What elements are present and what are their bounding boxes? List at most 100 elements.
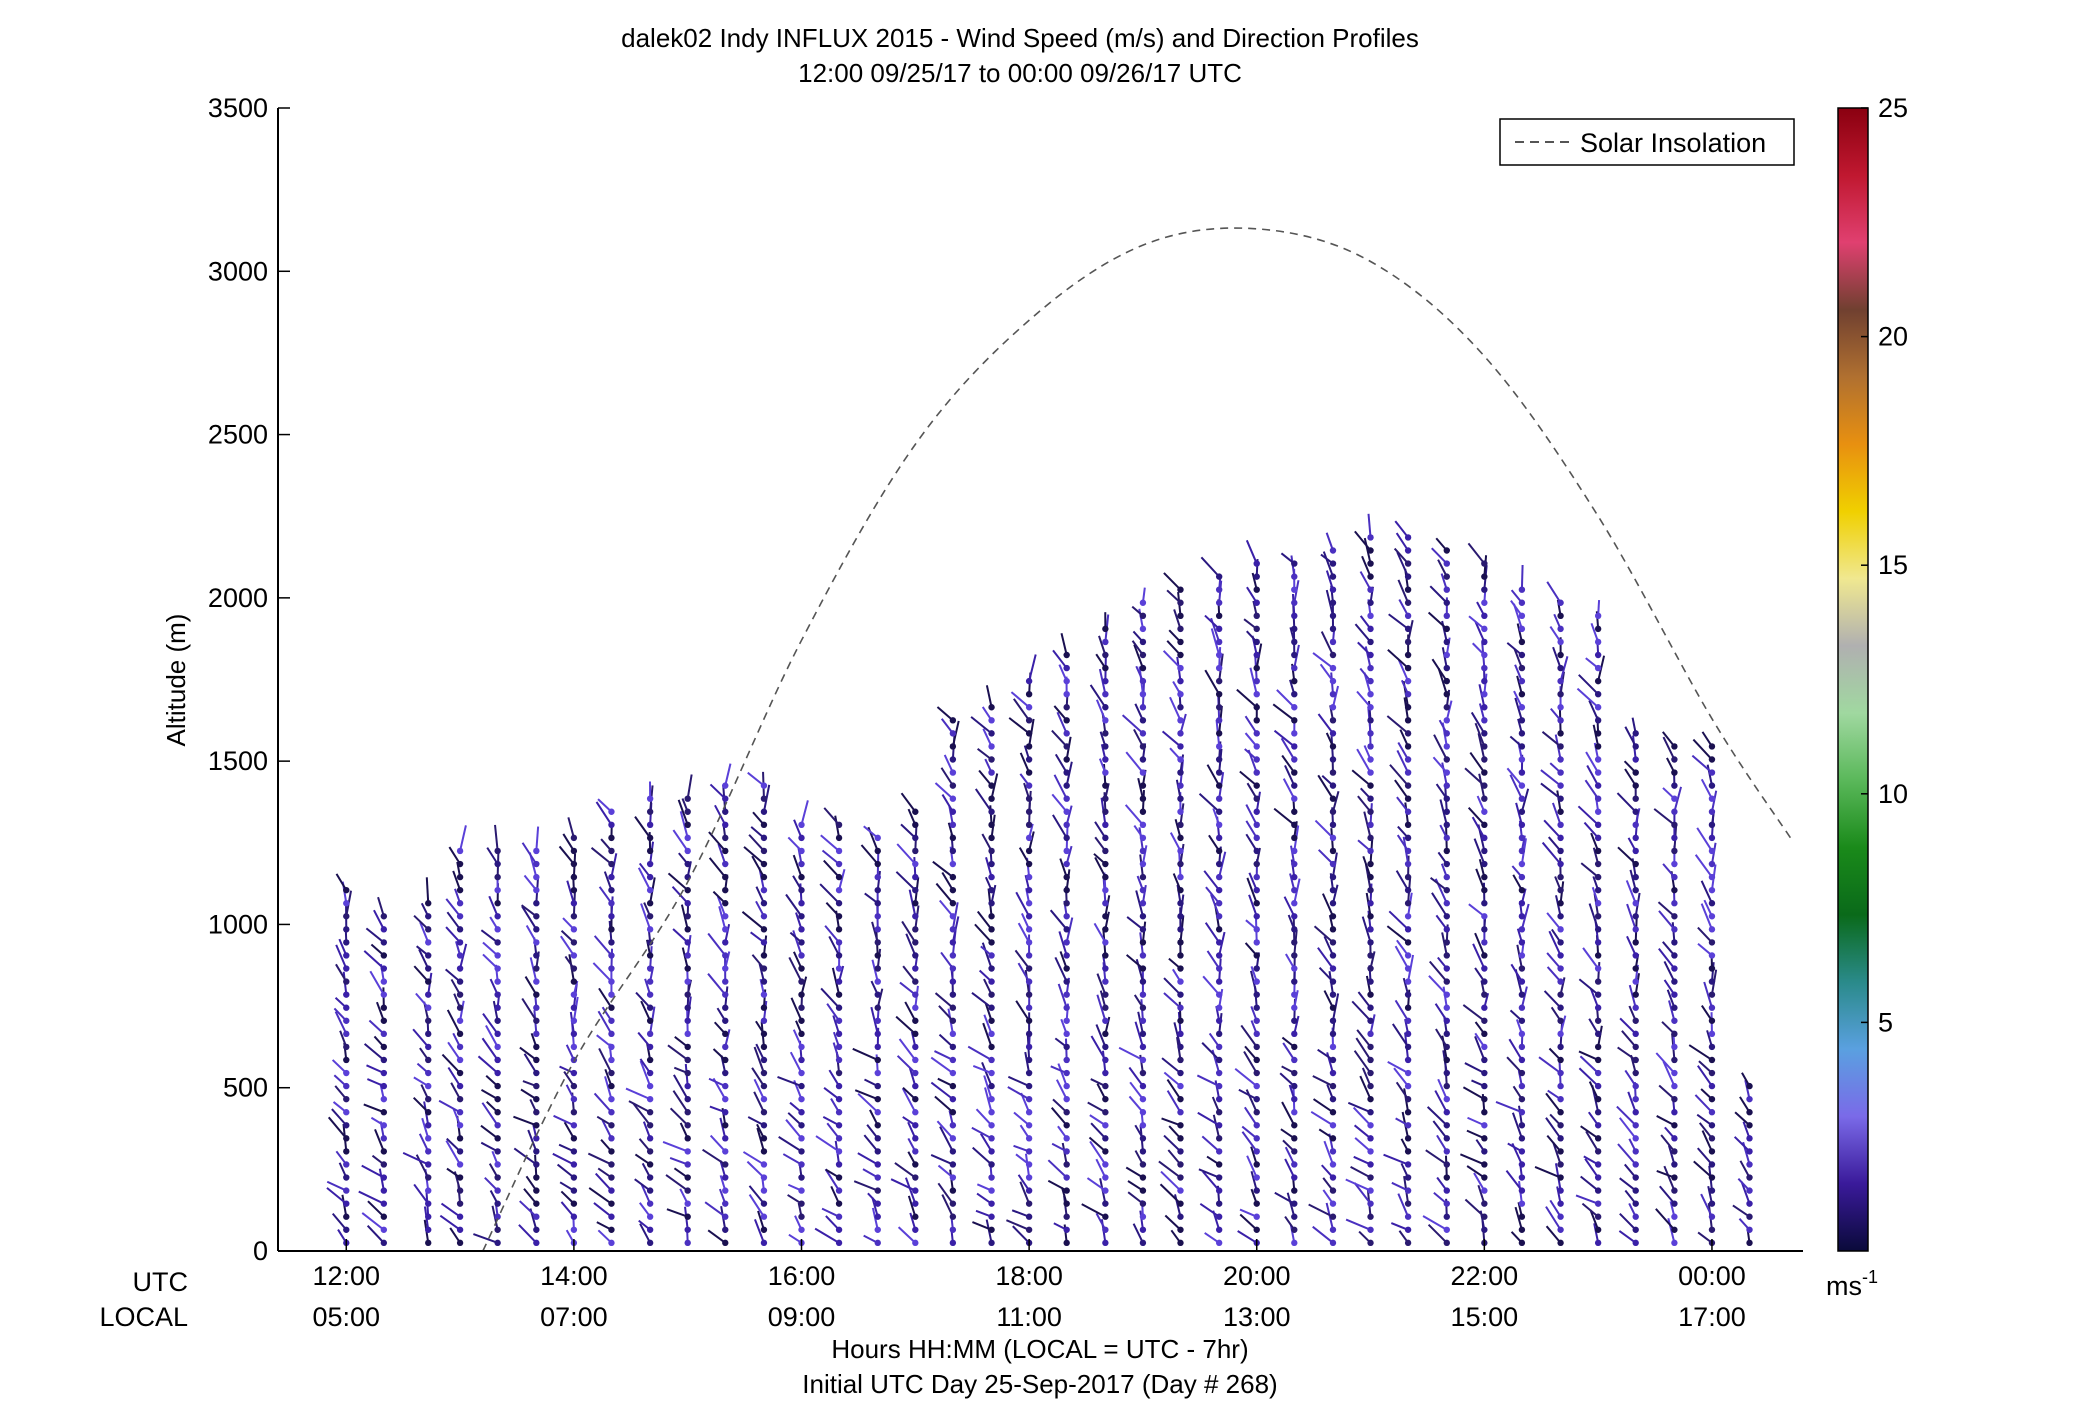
wind-barb — [361, 1164, 385, 1179]
wind-barb — [1700, 903, 1713, 930]
wind-barb — [1477, 1184, 1486, 1204]
wind-barb — [981, 942, 993, 969]
wind-point — [1063, 730, 1070, 737]
wind-point — [1025, 1161, 1033, 1168]
wind-barb — [1589, 1209, 1600, 1231]
wind-point — [1063, 782, 1070, 789]
wind-point — [1367, 900, 1374, 907]
wind-barb — [438, 1099, 461, 1114]
wind-point — [1518, 873, 1526, 881]
wind-point — [1367, 860, 1374, 868]
wind-point — [1291, 664, 1298, 672]
chart-subtitle: 12:00 09/25/17 to 00:00 09/26/17 UTC — [798, 58, 1242, 88]
wind-point — [1253, 638, 1260, 646]
profile-column — [1575, 599, 1606, 1247]
wind-point — [425, 1187, 432, 1194]
wind-barb — [754, 1219, 765, 1244]
wind-barb — [1054, 956, 1068, 983]
wind-point — [1063, 873, 1070, 881]
wind-barb — [939, 1126, 954, 1152]
wind-barb — [1203, 870, 1220, 891]
wind-point — [1708, 978, 1716, 985]
wind-point — [1594, 860, 1602, 868]
wind-point — [722, 1030, 729, 1038]
wind-barb — [567, 817, 575, 839]
profile-column — [438, 825, 468, 1247]
wind-barb — [1422, 1215, 1448, 1231]
wind-point — [1671, 965, 1678, 972]
wind-point — [1594, 1174, 1602, 1181]
wind-point — [760, 1004, 768, 1011]
wind-barb — [1198, 1168, 1220, 1179]
wind-point — [722, 860, 729, 868]
wind-point — [1367, 1239, 1374, 1247]
wind-barb — [1317, 947, 1334, 970]
wind-point — [1367, 1213, 1374, 1220]
wind-barb — [907, 1195, 917, 1218]
wind-point — [1177, 1200, 1184, 1207]
wind-barb — [488, 895, 499, 917]
wind-point — [1063, 1095, 1070, 1103]
wind-barb — [1505, 1169, 1523, 1192]
wind-point — [646, 952, 654, 959]
wind-barb — [1464, 767, 1486, 787]
wind-point — [1632, 1082, 1639, 1090]
wind-point — [835, 1043, 843, 1051]
wind-barb — [1552, 1141, 1562, 1165]
wind-point — [1481, 638, 1488, 646]
wind-point — [1518, 599, 1526, 606]
wind-barb — [1703, 981, 1713, 1008]
wind-point — [1404, 795, 1412, 802]
wind-point — [1025, 808, 1033, 815]
wind-barb — [751, 855, 765, 878]
wind-barb — [1617, 1143, 1637, 1166]
wind-point — [608, 1239, 615, 1247]
wind-point — [684, 795, 691, 802]
wind-point — [1557, 886, 1564, 894]
wind-point — [1177, 900, 1184, 907]
wind-barb — [936, 1120, 954, 1140]
wind-barb — [1179, 843, 1185, 865]
wind-barb — [1582, 947, 1599, 970]
wind-point — [1025, 965, 1033, 972]
wind-barb — [1332, 685, 1340, 708]
wind-point — [798, 1109, 805, 1116]
profile-column — [1732, 1072, 1753, 1247]
wind-point — [1708, 1161, 1716, 1168]
wind-barb — [902, 965, 917, 983]
wind-point — [1329, 952, 1337, 959]
wind-point — [1329, 1200, 1337, 1207]
wind-point — [646, 834, 654, 842]
wind-point — [1102, 952, 1109, 959]
wind-barb — [1369, 883, 1373, 904]
wind-point — [1443, 690, 1450, 698]
wind-barb — [1308, 1203, 1334, 1218]
wind-barb — [1028, 654, 1037, 682]
wind-barb — [1431, 892, 1448, 917]
wind-point — [1253, 1030, 1260, 1038]
wind-point — [1215, 1109, 1223, 1116]
wind-barb — [1283, 896, 1296, 917]
wind-point — [1594, 1043, 1602, 1051]
wind-point — [1063, 677, 1070, 685]
wind-point — [912, 952, 919, 959]
wind-barb — [1361, 916, 1372, 943]
wind-point — [1291, 1056, 1298, 1064]
wind-barb — [639, 1223, 652, 1244]
wind-point — [570, 913, 578, 920]
wind-point — [1594, 1226, 1602, 1233]
wind-point — [1177, 625, 1184, 633]
wind-barb — [1197, 1111, 1220, 1127]
wind-point — [1063, 690, 1070, 698]
wind-point — [1481, 926, 1488, 933]
wind-point — [1443, 1174, 1450, 1181]
wind-point — [1632, 1095, 1639, 1103]
wind-point — [1253, 690, 1260, 698]
wind-barb — [1202, 975, 1220, 996]
wind-point — [1139, 730, 1147, 737]
wind-point — [1025, 1017, 1033, 1024]
wind-barb — [1433, 734, 1448, 760]
wind-barb — [1245, 1089, 1258, 1113]
wind-point — [1518, 769, 1526, 776]
wind-barb — [1345, 1178, 1371, 1192]
